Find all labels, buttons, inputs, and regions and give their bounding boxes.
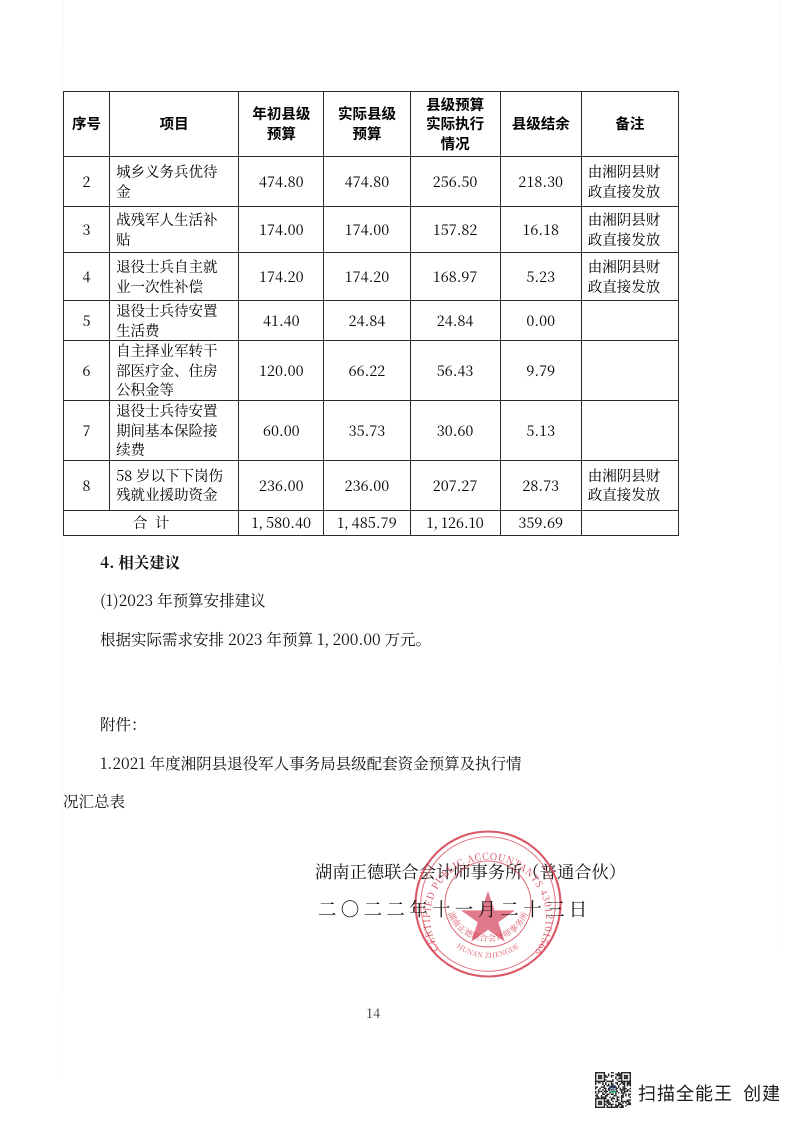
svg-text:CS: CS xyxy=(610,1087,616,1092)
svg-text:HUNAN ZHENGDE: HUNAN ZHENGDE xyxy=(455,941,522,961)
